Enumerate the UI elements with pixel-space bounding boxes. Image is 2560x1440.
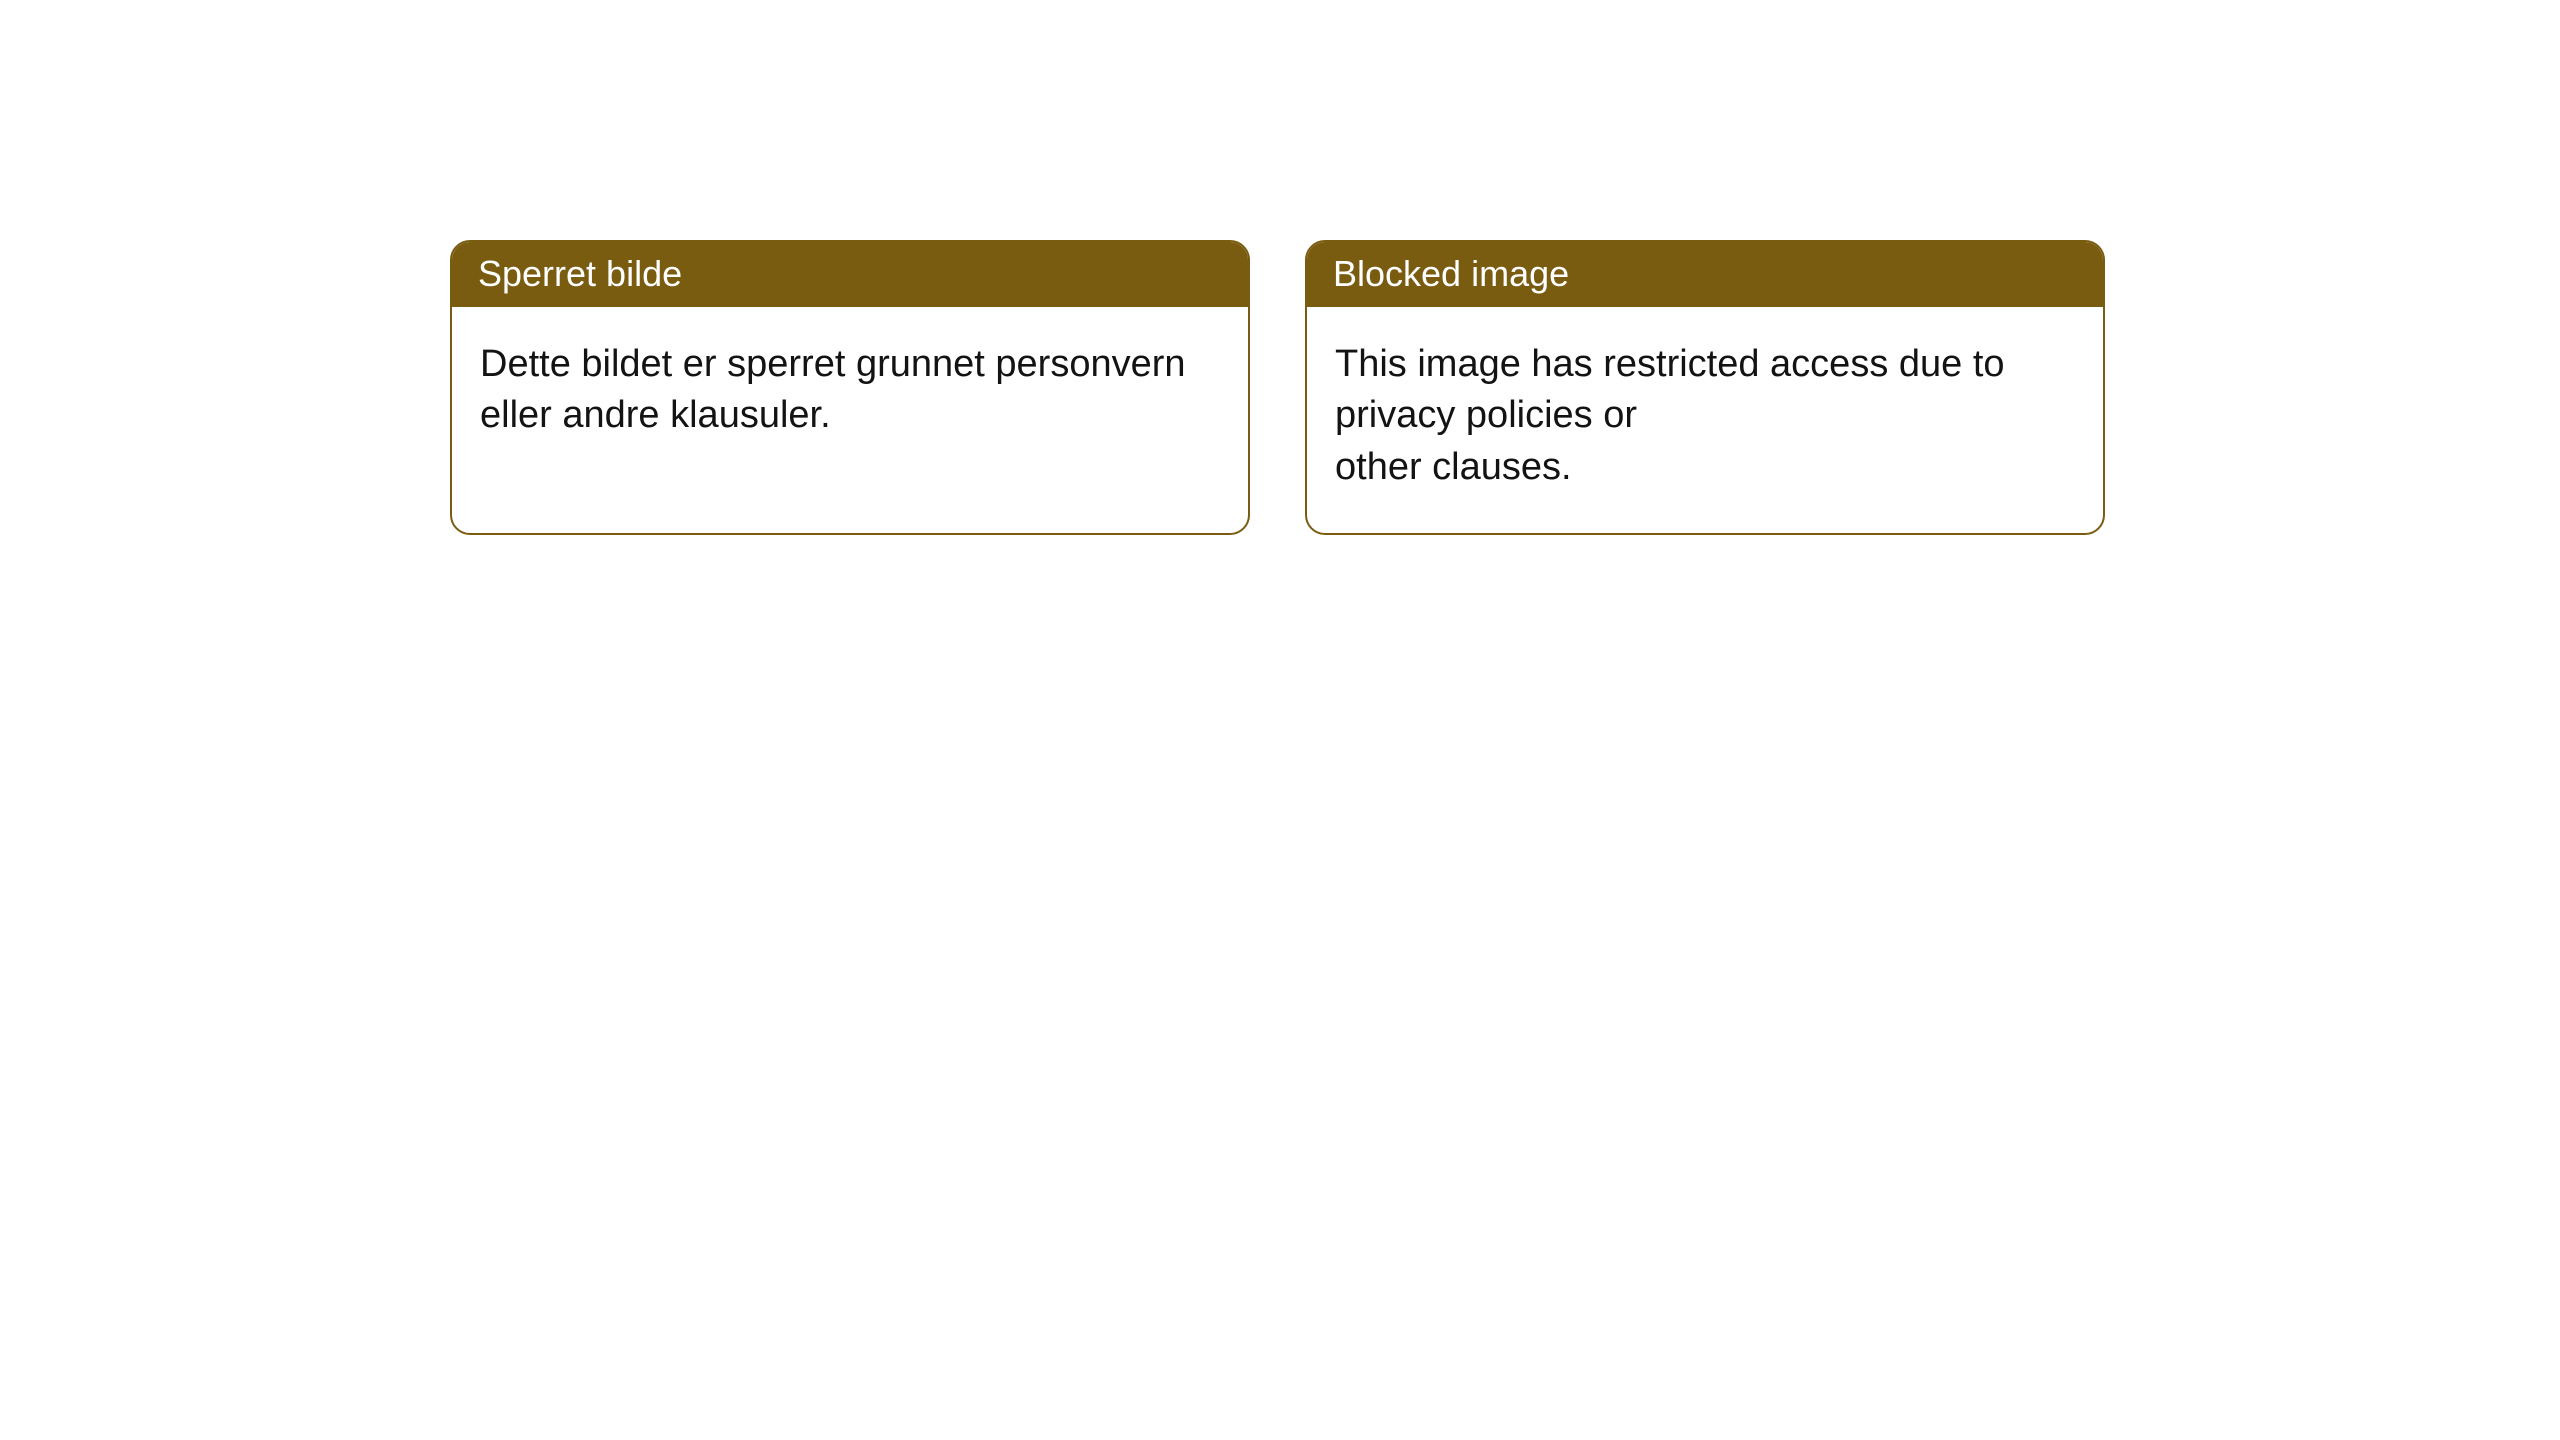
notice-card-body-en: This image has restricted access due to …: [1307, 307, 2103, 533]
notice-card-body-no: Dette bildet er sperret grunnet personve…: [452, 307, 1248, 527]
notice-card-no: Sperret bilde Dette bildet er sperret gr…: [450, 240, 1250, 535]
notice-card-title-no: Sperret bilde: [452, 242, 1248, 307]
notice-container: Sperret bilde Dette bildet er sperret gr…: [450, 240, 2105, 535]
notice-card-en: Blocked image This image has restricted …: [1305, 240, 2105, 535]
notice-card-title-en: Blocked image: [1307, 242, 2103, 307]
